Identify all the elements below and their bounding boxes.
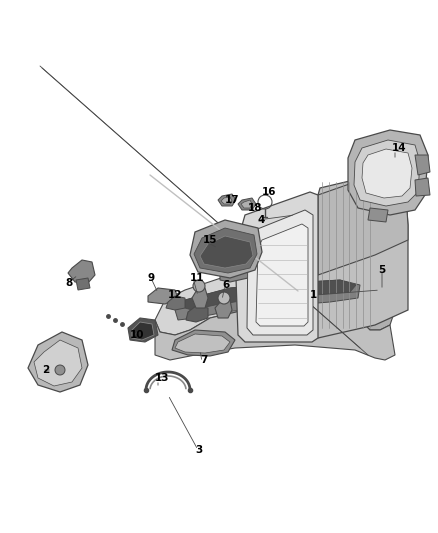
Text: 3: 3 [195,445,202,455]
Polygon shape [348,130,428,215]
Polygon shape [34,340,82,386]
Text: 5: 5 [378,265,385,275]
Polygon shape [360,268,395,330]
Text: 4: 4 [258,215,265,225]
Text: 15: 15 [203,235,218,245]
Polygon shape [218,194,236,206]
Text: 11: 11 [190,273,205,283]
Polygon shape [200,236,253,268]
Text: 1: 1 [310,290,317,300]
Polygon shape [247,210,313,335]
Polygon shape [166,296,185,310]
Polygon shape [192,288,208,308]
Polygon shape [186,306,208,322]
Polygon shape [155,305,395,360]
Polygon shape [68,260,95,283]
Text: 9: 9 [148,273,155,283]
Circle shape [55,365,65,375]
Polygon shape [28,332,88,392]
Polygon shape [185,280,356,310]
Polygon shape [155,268,390,335]
Polygon shape [362,149,412,198]
Polygon shape [256,224,308,326]
Polygon shape [415,155,430,175]
Polygon shape [175,334,230,353]
Text: 8: 8 [65,278,72,288]
Text: 12: 12 [168,290,183,300]
Polygon shape [194,228,257,273]
Polygon shape [415,178,430,196]
Text: 13: 13 [155,373,170,383]
Text: 16: 16 [262,187,276,197]
Polygon shape [354,140,420,206]
Text: 18: 18 [248,203,262,213]
Text: 10: 10 [130,330,145,340]
Text: 17: 17 [225,195,240,205]
Polygon shape [132,322,154,340]
Text: 14: 14 [392,143,406,153]
Polygon shape [368,208,388,222]
Text: 6: 6 [222,280,229,290]
Polygon shape [318,175,408,275]
Circle shape [218,292,230,304]
Polygon shape [148,288,178,304]
Polygon shape [215,300,232,318]
Polygon shape [241,200,252,208]
Polygon shape [312,175,408,338]
Polygon shape [238,198,256,210]
Polygon shape [235,192,318,342]
Text: 2: 2 [42,365,49,375]
Circle shape [193,280,205,292]
Polygon shape [190,220,262,278]
Text: 7: 7 [200,355,207,365]
Polygon shape [76,278,90,290]
Polygon shape [172,330,235,356]
Polygon shape [220,258,255,282]
Polygon shape [221,197,232,204]
Polygon shape [128,318,158,342]
Polygon shape [175,280,360,320]
